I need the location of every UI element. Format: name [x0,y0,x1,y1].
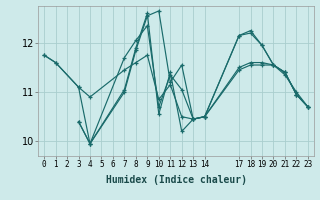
X-axis label: Humidex (Indice chaleur): Humidex (Indice chaleur) [106,175,246,185]
